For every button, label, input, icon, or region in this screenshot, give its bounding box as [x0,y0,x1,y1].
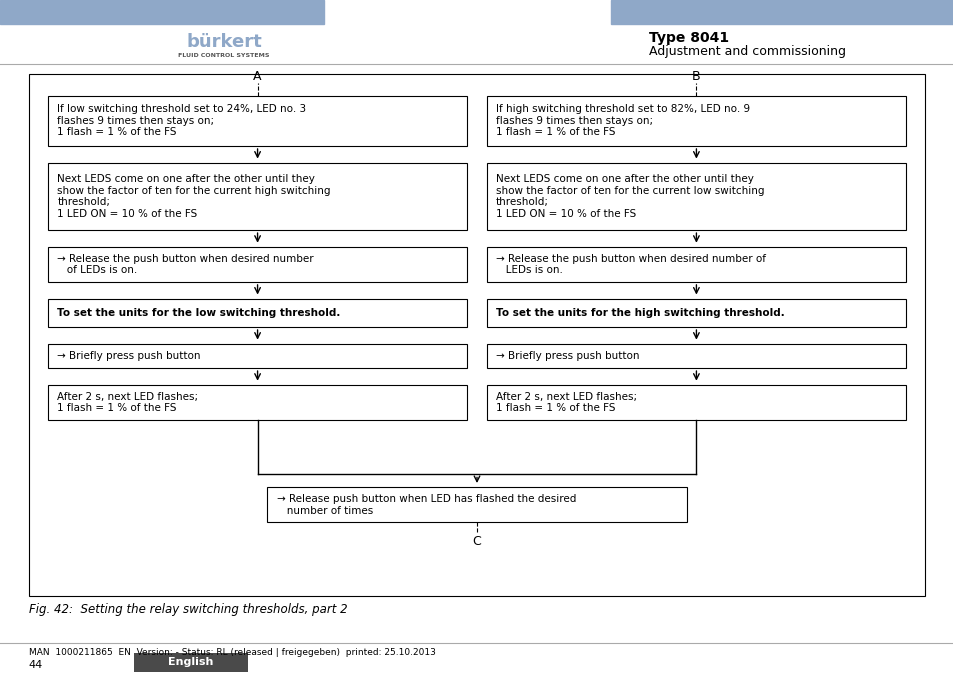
Text: English: English [168,658,213,667]
Text: FLUID CONTROL SYSTEMS: FLUID CONTROL SYSTEMS [178,52,270,58]
Text: A: A [253,71,261,83]
FancyBboxPatch shape [486,96,905,146]
Text: Next LEDS come on one after the other until they
show the factor of ten for the : Next LEDS come on one after the other un… [57,174,331,219]
Text: After 2 s, next LED flashes;
1 flash = 1 % of the FS: After 2 s, next LED flashes; 1 flash = 1… [57,392,198,413]
Bar [0,0,324,24]
FancyBboxPatch shape [48,163,467,230]
Text: C: C [472,535,481,548]
Text: bürkert: bürkert [186,34,262,51]
Text: → Release the push button when desired number of
   LEDs is on.: → Release the push button when desired n… [496,254,765,275]
Text: To set the units for the low switching threshold.: To set the units for the low switching t… [57,308,340,318]
Text: MAN  1000211865  EN  Version: - Status: RL (released | freigegeben)  printed: 25: MAN 1000211865 EN Version: - Status: RL … [29,648,435,658]
Text: 44: 44 [29,660,43,670]
Text: B: B [691,71,700,83]
FancyBboxPatch shape [267,487,686,522]
FancyBboxPatch shape [48,385,467,420]
FancyBboxPatch shape [48,96,467,146]
FancyBboxPatch shape [48,299,467,327]
Text: If high switching threshold set to 82%, LED no. 9
flashes 9 times then stays on;: If high switching threshold set to 82%, … [496,104,749,137]
FancyBboxPatch shape [486,385,905,420]
Text: → Briefly press push button: → Briefly press push button [496,351,639,361]
FancyBboxPatch shape [133,653,248,672]
Text: If low switching threshold set to 24%, LED no. 3
flashes 9 times then stays on;
: If low switching threshold set to 24%, L… [57,104,306,137]
Bar [610,0,953,24]
FancyBboxPatch shape [29,74,924,596]
FancyBboxPatch shape [48,247,467,282]
Text: → Release push button when LED has flashed the desired
   number of times: → Release push button when LED has flash… [276,494,576,516]
Text: To set the units for the high switching threshold.: To set the units for the high switching … [496,308,784,318]
Text: Fig. 42:  Setting the relay switching thresholds, part 2: Fig. 42: Setting the relay switching thr… [29,602,347,616]
Text: → Release the push button when desired number
   of LEDs is on.: → Release the push button when desired n… [57,254,314,275]
Text: After 2 s, next LED flashes;
1 flash = 1 % of the FS: After 2 s, next LED flashes; 1 flash = 1… [496,392,637,413]
Text: Adjustment and commissioning: Adjustment and commissioning [648,44,844,58]
FancyBboxPatch shape [486,299,905,327]
FancyBboxPatch shape [48,344,467,368]
FancyBboxPatch shape [486,163,905,230]
FancyBboxPatch shape [486,247,905,282]
Text: → Briefly press push button: → Briefly press push button [57,351,200,361]
FancyBboxPatch shape [486,344,905,368]
Text: Type 8041: Type 8041 [648,31,728,44]
Text: Next LEDS come on one after the other until they
show the factor of ten for the : Next LEDS come on one after the other un… [496,174,763,219]
